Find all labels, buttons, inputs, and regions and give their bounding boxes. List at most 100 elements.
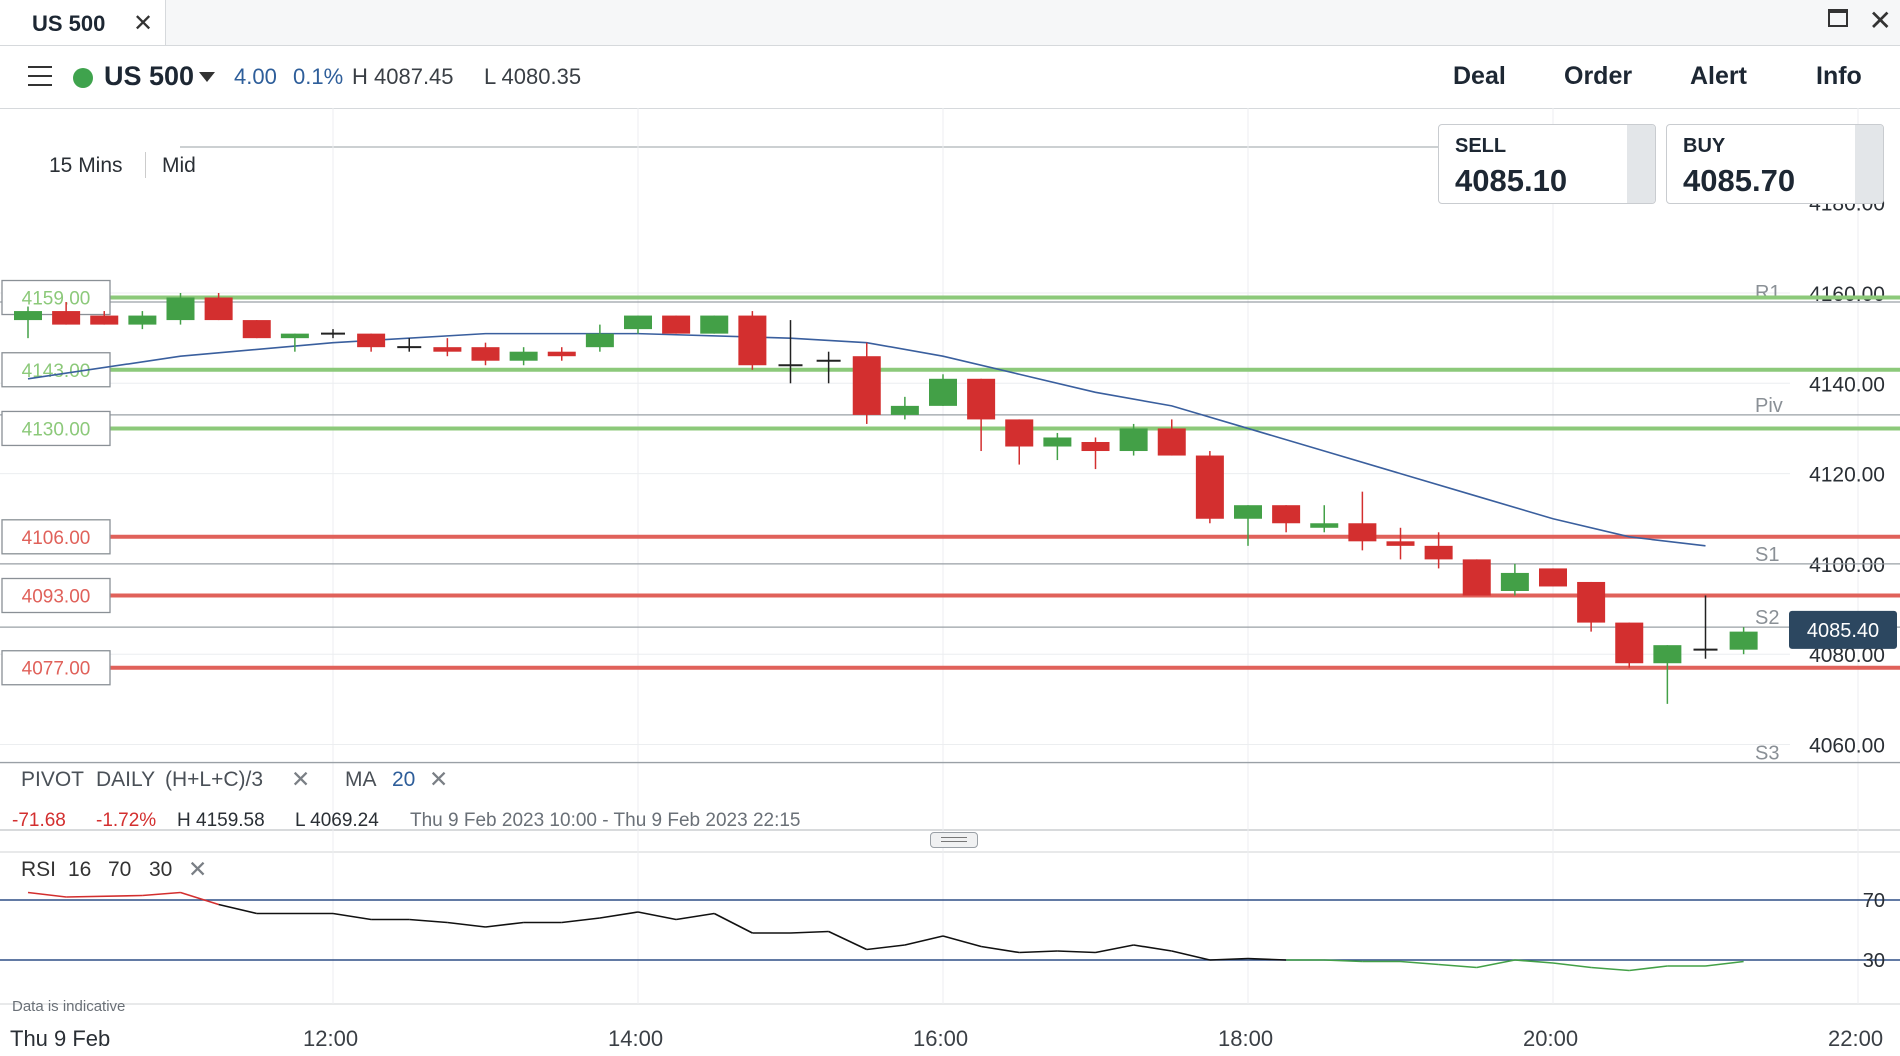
instrument-name[interactable]: US 500 (104, 61, 195, 91)
candle-body (166, 297, 195, 321)
candle-body (1386, 541, 1415, 546)
window-close-icon[interactable]: ✕ (1868, 5, 1892, 36)
pivot-level-label: Piv (1755, 395, 1783, 417)
rsi-line-segment (1514, 959, 1554, 964)
time-tick-label: 16:00 (913, 1026, 969, 1051)
rsi-line-segment (561, 917, 600, 924)
ma-label[interactable]: MA (345, 768, 377, 791)
candle-body (14, 311, 42, 321)
candle-body (1195, 455, 1224, 519)
last-price-label: 4085.40 (1807, 620, 1879, 642)
rsi-line-segment (637, 911, 677, 921)
candle-body (471, 347, 500, 361)
candle-body (852, 356, 881, 415)
instrument-dropdown-icon[interactable] (199, 72, 215, 82)
candle-body (242, 320, 271, 339)
rsi-line-segment (142, 891, 181, 897)
hamburger-menu-icon[interactable] (28, 66, 52, 86)
rsi-line-segment (1247, 957, 1287, 961)
candle-body (738, 315, 767, 366)
candle-body (1500, 572, 1529, 591)
candle-body (547, 351, 576, 357)
candle-body (128, 315, 157, 325)
candle-body (1005, 419, 1034, 447)
date-label: Thu 9 Feb (10, 1026, 111, 1051)
level-label-box (1, 650, 111, 686)
price-axis-label: 4160.00 (1809, 283, 1885, 306)
price-axis-label: 4140.00 (1809, 373, 1885, 396)
candle-body (662, 315, 691, 334)
remove-ma-icon[interactable]: ✕ (429, 766, 449, 792)
rsi-upper[interactable]: 70 (108, 858, 132, 881)
pivot-label[interactable]: PIVOT (21, 768, 85, 791)
candle-body (280, 333, 309, 339)
rsi-period[interactable]: 16 (68, 858, 92, 881)
session-high: H 4159.58 (177, 810, 265, 831)
rsi-lower[interactable]: 30 (149, 858, 173, 881)
rsi-line-segment (790, 930, 829, 934)
ma-line (27, 332, 1706, 547)
tab-bar: US 500 ✕ ✕ (0, 0, 1900, 46)
tab-us500[interactable]: US 500 ✕ (0, 0, 166, 45)
rsi-line-segment (1476, 959, 1516, 969)
buy-ticket[interactable]: BUY 4085.70 (1666, 124, 1884, 204)
rsi-level-label: 30 (1863, 950, 1885, 972)
sell-ticket[interactable]: SELL 4085.10 (1438, 124, 1656, 204)
order-button[interactable]: Order (1564, 62, 1633, 90)
pivot-level-label: S3 (1755, 743, 1779, 765)
rsi-line-segment (409, 918, 448, 924)
candle-body (967, 378, 996, 420)
session-change-percent: -1.72% (96, 810, 157, 831)
buy-ticket-grip (1855, 125, 1883, 203)
buy-price: 4085.70 (1683, 163, 1796, 198)
toolbar-divider (145, 152, 146, 178)
remove-rsi-icon[interactable]: ✕ (188, 856, 208, 882)
rsi-line-segment (1019, 950, 1058, 954)
alert-button[interactable]: Alert (1690, 62, 1747, 90)
level-label: 4106.00 (22, 528, 91, 549)
buy-label: BUY (1683, 135, 1726, 157)
sell-price: 4085.10 (1455, 163, 1568, 198)
data-indicative-note: Data is indicative (12, 998, 126, 1015)
remove-pivot-icon[interactable]: ✕ (291, 766, 311, 792)
tab-close-icon[interactable]: ✕ (133, 10, 154, 37)
pane-resize-handle[interactable] (930, 832, 978, 848)
candle-body (204, 297, 233, 321)
price-axis-label: 4100.00 (1809, 554, 1885, 577)
rsi-label[interactable]: RSI (21, 858, 57, 881)
rsi-line-segment (180, 891, 219, 906)
candle-body (1043, 437, 1072, 447)
rsi-line-segment (1095, 944, 1134, 954)
rsi-line-segment (1591, 966, 1630, 972)
deal-button[interactable]: Deal (1453, 62, 1506, 90)
low-value: L 4080.35 (484, 64, 582, 89)
pivot-period[interactable]: DAILY (96, 768, 156, 791)
rsi-line-segment (942, 935, 982, 948)
instrument-header: US 500 4.00 0.1% H 4087.45 L 4080.35 Dea… (0, 46, 1900, 109)
level-label-box (1, 519, 111, 555)
candle-body (357, 333, 386, 348)
sell-ticket-grip (1627, 125, 1655, 203)
level-label-box (1, 577, 111, 614)
pivot-level-label: S1 (1755, 544, 1779, 566)
timeframe-selector[interactable]: 15 Mins (49, 154, 123, 177)
pivot-formula[interactable]: (H+L+C)/3 (165, 768, 264, 791)
price-type-selector[interactable]: Mid (162, 154, 196, 177)
level-label: 4093.00 (22, 587, 91, 608)
price-axis-label: 4060.00 (1809, 735, 1885, 758)
rsi-line-segment (332, 912, 372, 921)
rsi-line-segment (1171, 950, 1211, 961)
rsi-line-segment (218, 903, 257, 915)
ma-period[interactable]: 20 (392, 768, 416, 791)
time-tick-label: 12:00 (303, 1026, 359, 1051)
time-tick-label: 22:00 (1828, 1026, 1884, 1051)
rsi-line-segment (1438, 963, 1477, 969)
info-button[interactable]: Info (1816, 62, 1862, 90)
candle-body (90, 315, 119, 325)
maximize-icon[interactable] (1828, 9, 1848, 27)
candle-body (1272, 505, 1301, 524)
rsi-level-label: 70 (1863, 890, 1885, 912)
chart-toolbar: 15 Mins Mid (0, 146, 196, 184)
candle-body (1653, 645, 1682, 664)
rsi-line-segment (1552, 962, 1592, 969)
